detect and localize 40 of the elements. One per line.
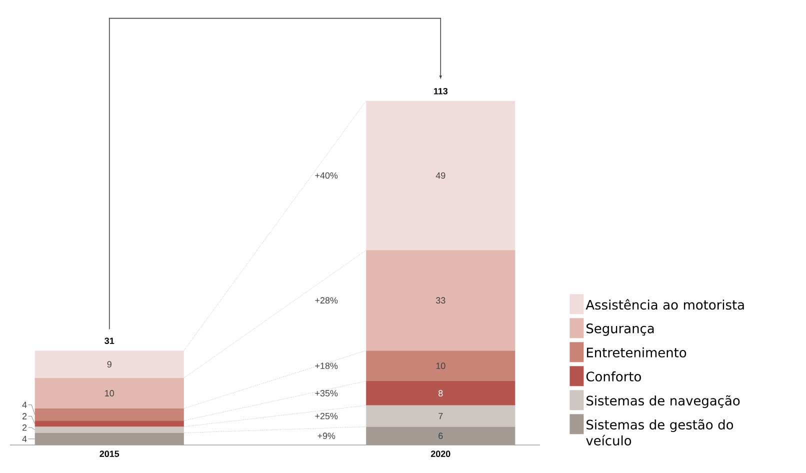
annotation: +9%: [318, 432, 336, 440]
data-label: 7: [438, 412, 443, 420]
data-label: 9: [107, 361, 112, 368]
data-label: 6: [438, 432, 443, 440]
total-label: 113: [434, 88, 448, 94]
bar: [34, 408, 184, 421]
data-label: 8: [438, 390, 443, 396]
bar: [366, 250, 516, 351]
x-tick-label: 2015: [100, 450, 120, 457]
legend-label: Sistemas de gestão do veículo: [586, 419, 734, 446]
legend-label: Entretenimento: [586, 347, 686, 358]
legend-label: Segurança: [586, 324, 654, 336]
data-label: 2: [22, 424, 27, 431]
total-label: 31: [104, 338, 114, 344]
bar: [366, 350, 516, 382]
bar: [34, 432, 184, 445]
data-label: 33: [436, 297, 446, 304]
annotation: +35%: [315, 390, 338, 396]
bar: [366, 426, 516, 445]
bar: [34, 378, 184, 408]
bar: [34, 420, 184, 427]
data-label: 10: [105, 390, 114, 396]
legend-label: Conforto: [586, 371, 641, 382]
bar: [34, 350, 184, 378]
x-tick-label: 2020: [430, 450, 450, 457]
bar: [366, 405, 516, 427]
annotation: +28%: [315, 297, 338, 304]
annotation: +40%: [315, 172, 338, 179]
annotation: +25%: [315, 412, 338, 420]
data-label: 4: [22, 436, 27, 442]
data-label: 49: [436, 172, 446, 179]
data-label: 4: [22, 402, 27, 408]
annotation: +18%: [315, 362, 338, 370]
bar: [366, 100, 516, 250]
data-label: 2: [22, 413, 27, 420]
bar: [366, 381, 516, 406]
legend-label: Assistência ao motorista: [586, 299, 744, 310]
legend-label: Sistemas de navegação: [586, 395, 740, 408]
bar: [34, 426, 184, 433]
data-label: 10: [436, 362, 446, 370]
